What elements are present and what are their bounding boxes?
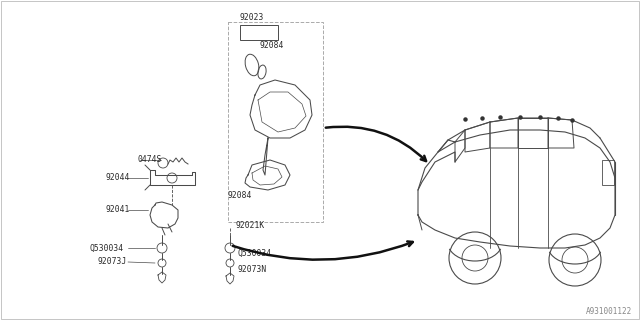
Bar bbox=[602, 160, 614, 185]
Text: Q530034: Q530034 bbox=[238, 249, 272, 258]
FancyArrowPatch shape bbox=[326, 127, 426, 161]
Text: Q530034: Q530034 bbox=[90, 244, 124, 252]
FancyArrowPatch shape bbox=[233, 241, 413, 260]
Text: 92084: 92084 bbox=[228, 190, 252, 199]
Text: 92073J: 92073J bbox=[98, 258, 127, 267]
Text: A931001122: A931001122 bbox=[586, 308, 632, 316]
Bar bbox=[240, 25, 278, 40]
Text: 92084: 92084 bbox=[260, 42, 284, 51]
Text: 92021K: 92021K bbox=[236, 220, 265, 229]
Bar bbox=[228, 22, 323, 222]
Text: 92023: 92023 bbox=[240, 12, 264, 21]
Text: 92073N: 92073N bbox=[238, 266, 268, 275]
Text: 92044: 92044 bbox=[105, 173, 129, 182]
Text: 92041: 92041 bbox=[105, 205, 129, 214]
Text: 0474S: 0474S bbox=[138, 156, 163, 164]
